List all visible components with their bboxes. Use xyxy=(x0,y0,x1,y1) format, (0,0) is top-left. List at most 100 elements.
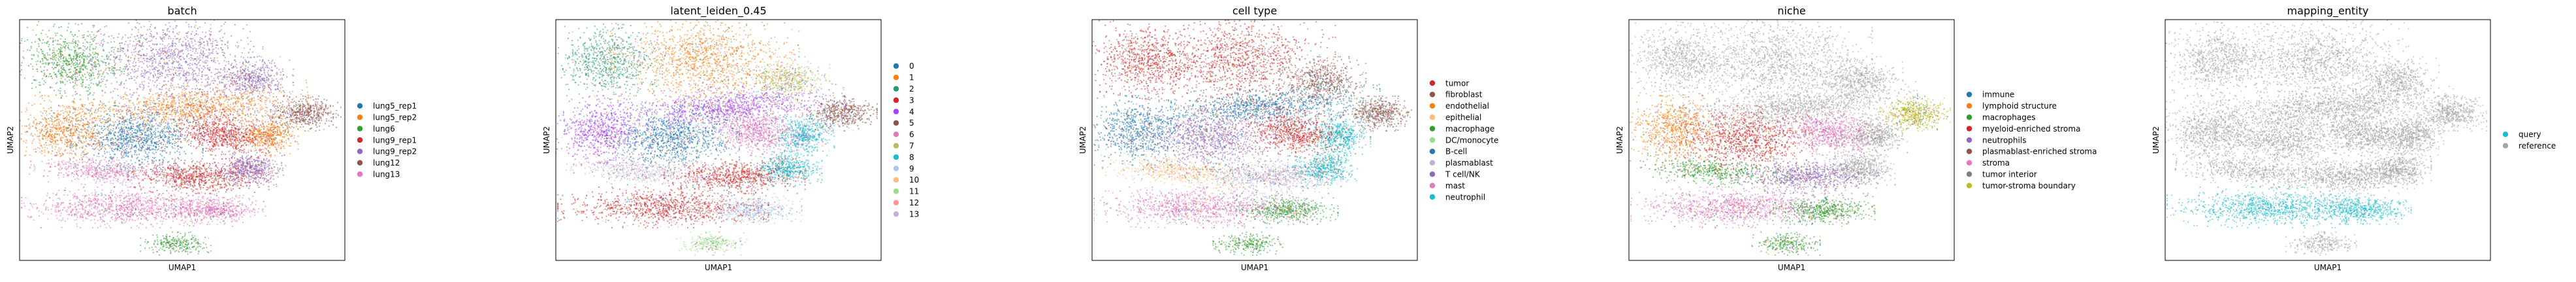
scatter-point xyxy=(306,108,308,110)
scatter-point xyxy=(251,158,253,160)
scatter-point xyxy=(164,148,166,150)
scatter-point xyxy=(161,102,163,104)
scatter-point xyxy=(116,108,118,111)
scatter-point xyxy=(205,202,207,204)
scatter-point xyxy=(174,107,176,110)
scatter-point xyxy=(150,130,152,132)
scatter-point xyxy=(191,63,193,65)
scatter-point xyxy=(97,145,99,147)
scatter-point xyxy=(211,104,213,106)
scatter-point xyxy=(244,119,246,121)
scatter-point xyxy=(246,113,249,115)
scatter-point xyxy=(106,126,108,128)
scatter-point xyxy=(248,175,250,177)
scatter-point xyxy=(155,86,157,88)
scatter-point xyxy=(52,49,54,51)
scatter-point xyxy=(125,160,127,162)
scatter-point xyxy=(192,106,194,108)
scatter-point xyxy=(69,48,71,50)
scatter-point xyxy=(204,139,206,141)
scatter-point xyxy=(135,162,137,164)
scatter-point xyxy=(249,199,251,201)
scatter-point xyxy=(157,109,159,111)
scatter-point xyxy=(194,235,196,237)
scatter-point xyxy=(136,169,138,171)
scatter-point xyxy=(163,103,165,105)
scatter-point xyxy=(184,86,185,88)
scatter-point xyxy=(263,125,265,127)
scatter-point xyxy=(277,98,279,100)
scatter-point xyxy=(268,115,270,117)
scatter-point xyxy=(67,161,69,163)
scatter-point xyxy=(84,73,86,75)
scatter-point xyxy=(178,209,180,211)
scatter-point xyxy=(43,203,45,205)
scatter-point xyxy=(101,184,103,186)
scatter-point xyxy=(131,69,133,71)
scatter-point xyxy=(251,90,253,92)
scatter-point xyxy=(82,156,84,158)
scatter-point xyxy=(297,128,299,130)
scatter-point xyxy=(57,143,59,145)
scatter-point xyxy=(138,171,140,173)
scatter-point xyxy=(189,96,191,97)
scatter-point xyxy=(167,128,169,130)
scatter-point xyxy=(179,79,181,80)
scatter-point xyxy=(179,223,181,225)
scatter-point xyxy=(101,174,103,177)
scatter-point xyxy=(80,23,83,25)
scatter-point xyxy=(318,125,321,127)
scatter-point xyxy=(126,114,128,116)
scatter-point xyxy=(78,142,80,144)
scatter-point xyxy=(293,97,295,99)
scatter-point xyxy=(112,69,114,71)
scatter-point xyxy=(146,55,148,57)
scatter-point xyxy=(271,115,274,117)
scatter-point xyxy=(248,82,251,84)
scatter-point xyxy=(48,54,51,56)
scatter-point xyxy=(156,98,158,100)
scatter-point xyxy=(166,241,168,243)
scatter-point xyxy=(81,214,84,216)
scatter-point xyxy=(54,166,56,167)
scatter-point xyxy=(139,41,141,44)
scatter-point xyxy=(71,122,73,124)
scatter-point xyxy=(181,202,183,203)
scatter-point xyxy=(149,35,151,37)
scatter-point xyxy=(88,72,91,74)
scatter-point xyxy=(175,69,177,71)
scatter-point xyxy=(143,96,145,99)
scatter-point xyxy=(23,140,25,143)
scatter-point xyxy=(123,154,125,156)
scatter-point xyxy=(261,98,263,100)
scatter-point xyxy=(232,203,234,205)
scatter-point xyxy=(332,118,334,120)
scatter-point xyxy=(140,35,142,37)
scatter-point xyxy=(252,81,254,83)
scatter-point xyxy=(78,178,80,180)
scatter-point xyxy=(241,151,243,153)
scatter-point xyxy=(202,139,204,141)
scatter-point xyxy=(123,83,125,85)
scatter-point xyxy=(116,179,118,181)
scatter-point xyxy=(88,209,90,211)
scatter-point xyxy=(153,10,154,12)
scatter-point xyxy=(246,182,248,184)
scatter-point xyxy=(106,72,108,74)
scatter-point xyxy=(154,204,156,206)
scatter-point xyxy=(135,150,137,152)
scatter-point xyxy=(277,172,279,174)
scatter-point xyxy=(82,79,84,81)
scatter-point xyxy=(267,144,269,146)
scatter-point xyxy=(263,149,265,150)
scatter-point xyxy=(84,154,86,156)
scatter-point xyxy=(44,72,46,74)
scatter-point xyxy=(272,164,274,166)
scatter-point xyxy=(38,122,40,125)
scatter-point xyxy=(67,76,69,79)
scatter-point xyxy=(238,197,240,199)
scatter-point xyxy=(191,185,193,186)
scatter-point xyxy=(182,105,184,107)
scatter-point xyxy=(176,246,178,248)
